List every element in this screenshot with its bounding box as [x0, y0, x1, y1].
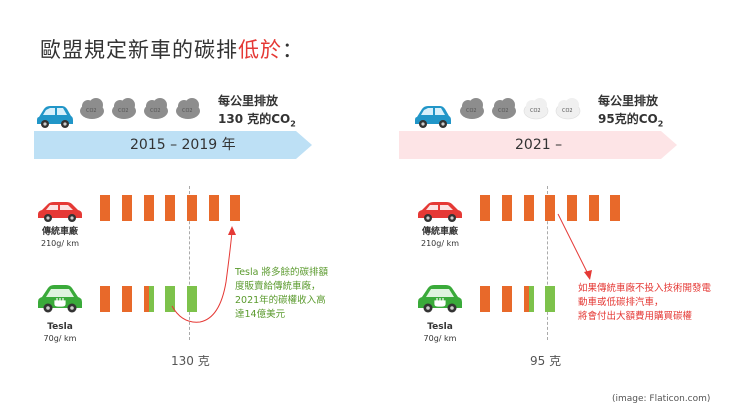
emission-bar [122, 286, 132, 312]
period-banner: 2015 – 2019 年 [34, 131, 312, 159]
red-car-icon [38, 202, 82, 222]
emission-bar [100, 195, 110, 221]
note-line: 2021年的碳權收入高 [235, 295, 326, 306]
tesla-rate: 70g/ km [43, 334, 77, 343]
credit-bar [165, 286, 175, 312]
emission-bar [480, 286, 490, 312]
co2-clouds-right: CO2 CO2 CO2 CO2 [460, 98, 581, 120]
emission-bar [502, 195, 512, 221]
cloud-label: CO2 [182, 108, 193, 114]
emission-bar [144, 195, 154, 221]
note-line: 如果傳統車廠不投入技術開發電 [578, 283, 712, 294]
title-main-text: 歐盟規定新車的碳排 [40, 38, 238, 62]
title-colon: ： [282, 38, 304, 62]
blue-car-icon [37, 106, 73, 128]
emission-line2: 95克的CO [598, 112, 658, 126]
arrow-icon [557, 213, 592, 280]
tesla-label: Tesla 70g/ km [30, 321, 90, 345]
traditional-automaker-label: 傳統車廠 210g/ km [410, 226, 470, 250]
note-line: 度販賣給傳統車廠， [235, 281, 321, 292]
cloud-label: CO2 [466, 108, 477, 114]
traditional-label-text: 傳統車廠 [421, 227, 458, 237]
emission-label: 每公里排放 95克的CO2 [598, 92, 663, 133]
co2-cloud-icon: CO2 [492, 98, 516, 119]
period-banner: 2021 – [399, 131, 677, 159]
emission-line1: 每公里排放 [218, 94, 279, 108]
tesla-bars [100, 286, 200, 312]
credit-bar [545, 286, 555, 312]
note-line: Tesla 將多餘的碳排額 [235, 267, 328, 278]
banner-period-text: 2021 – [515, 137, 563, 153]
emission-subscript: 2 [290, 119, 296, 129]
warning-note: 如果傳統車廠不投入技術開發電 動車或低碳排汽車， 將會付出大額費用購買碳權 [578, 282, 711, 324]
emission-bar [122, 195, 132, 221]
emission-bar [165, 195, 175, 221]
note-line: 將會付出大額費用購買碳權 [578, 311, 693, 322]
emission-bar-credit [524, 286, 534, 312]
traditional-automaker-label: 傳統車廠 210g/ km [30, 226, 90, 250]
traditional-bars [100, 195, 250, 221]
emission-bar [589, 195, 599, 221]
banner-arrow-shape [34, 131, 312, 159]
emission-bar [610, 195, 620, 221]
co2-cloud-faded-icon: CO2 [555, 98, 581, 120]
emission-subscript: 2 [657, 119, 664, 129]
traditional-rate: 210g/ km [40, 239, 79, 248]
page-title: 歐盟規定新車的碳排低於： [40, 34, 304, 64]
cloud-label: CO2 [86, 108, 97, 114]
emission-bar [545, 195, 555, 221]
tesla-label: Tesla 70g/ km [410, 321, 470, 345]
co2-clouds-left: CO2 CO2 CO2 CO2 [80, 98, 200, 119]
emission-bar-credit [144, 286, 154, 312]
threshold-label: 95 克 [530, 354, 562, 368]
traditional-rate: 210g/ km [420, 239, 459, 248]
co2-cloud-icon: CO2 [144, 98, 168, 119]
tesla-rate: 70g/ km [423, 334, 457, 343]
emission-line1: 每公里排放 [598, 94, 659, 108]
cloud-label: CO2 [150, 108, 161, 114]
traditional-bars [480, 195, 630, 221]
emission-bar [524, 195, 534, 221]
blue-car-icon [415, 106, 451, 128]
emission-bar [100, 286, 110, 312]
emission-bar [480, 195, 490, 221]
emission-bar [187, 195, 197, 221]
cloud-label: CO2 [118, 108, 129, 114]
tesla-credit-note: Tesla 將多餘的碳排額 度販賣給傳統車廠， 2021年的碳權收入高 達14億… [235, 266, 328, 322]
cloud-label: CO2 [530, 108, 541, 114]
title-highlight-text: 低於 [238, 38, 282, 62]
threshold-line [547, 186, 548, 340]
emission-label: 每公里排放 130 克的CO2 [218, 92, 296, 133]
curved-arrow-icon [171, 226, 236, 323]
tesla-label-text: Tesla [47, 322, 73, 332]
traditional-label-text: 傳統車廠 [41, 227, 78, 237]
emission-line2: 130 克的CO [218, 112, 291, 126]
cloud-label: CO2 [562, 108, 573, 114]
green-ev-car-icon [38, 285, 82, 313]
image-credit: (image: Flaticon.com) [612, 394, 711, 404]
co2-cloud-icon: CO2 [176, 98, 200, 119]
note-line: 動車或低碳排汽車， [578, 297, 664, 308]
co2-cloud-icon: CO2 [80, 98, 104, 119]
credit-bar [187, 286, 197, 312]
emission-bar [209, 195, 219, 221]
emission-bar [567, 195, 577, 221]
banner-period-text: 2015 – 2019 年 [130, 137, 236, 153]
banner-arrow-shape [399, 131, 677, 159]
threshold-line [189, 186, 190, 340]
threshold-label: 130 克 [171, 354, 210, 368]
emission-bar [230, 195, 240, 221]
co2-cloud-icon: CO2 [460, 98, 484, 119]
emission-bar [502, 286, 512, 312]
cloud-label: CO2 [498, 108, 509, 114]
green-ev-car-icon [418, 285, 462, 313]
co2-cloud-icon: CO2 [112, 98, 136, 119]
co2-cloud-faded-icon: CO2 [523, 98, 549, 120]
tesla-bars [480, 286, 580, 312]
note-line: 達14億美元 [235, 309, 286, 320]
tesla-label-text: Tesla [427, 322, 453, 332]
red-car-icon [418, 202, 462, 222]
